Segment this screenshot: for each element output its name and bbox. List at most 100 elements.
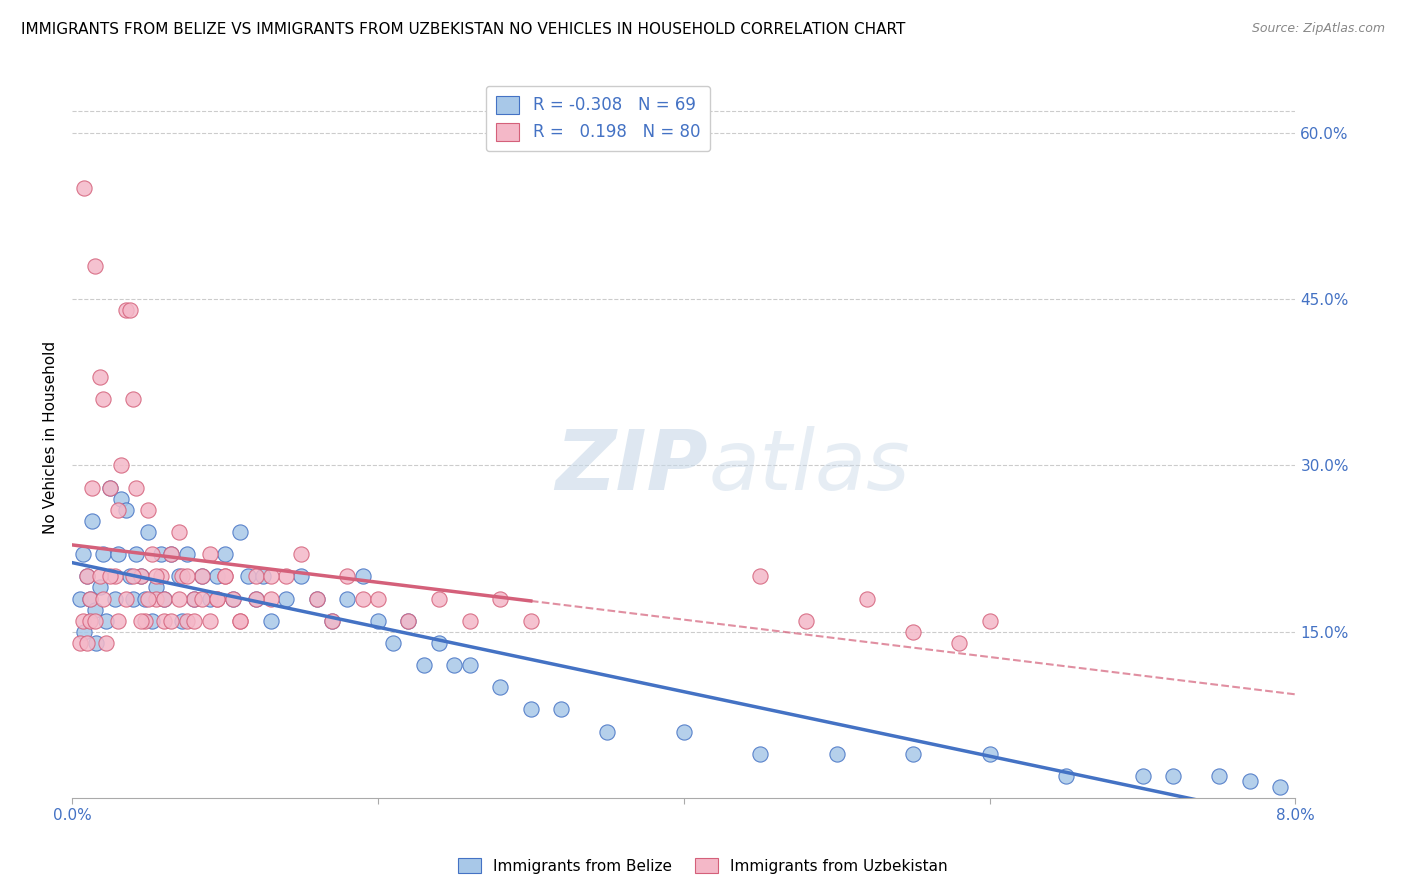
Point (260, 591, 283, 606)
Point (129, 569, 152, 583)
Point (825, 747, 848, 761)
Point (352, 591, 374, 606)
Point (138, 503, 160, 517)
Point (458, 614, 481, 628)
Point (596, 724, 619, 739)
Point (172, 614, 194, 628)
Point (321, 614, 343, 628)
Point (129, 569, 152, 583)
Text: Source: ZipAtlas.com: Source: ZipAtlas.com (1251, 22, 1385, 36)
Point (412, 658, 434, 673)
Point (1161, 769, 1184, 783)
Point (550, 702, 572, 716)
Point (305, 591, 328, 606)
Point (274, 569, 297, 583)
Point (191, 569, 214, 583)
Point (80, 481, 103, 495)
Y-axis label: No Vehicles in Household: No Vehicles in Household (44, 341, 58, 534)
Point (520, 614, 543, 628)
Point (76, 636, 98, 650)
Point (86, 636, 108, 650)
Point (979, 747, 1001, 761)
Point (91, 547, 114, 561)
Point (145, 591, 167, 606)
Point (336, 569, 359, 583)
Point (152, 614, 174, 628)
Point (252, 569, 274, 583)
Point (114, 303, 136, 318)
Point (89, 581, 111, 595)
Point (98, 481, 121, 495)
Point (76, 569, 98, 583)
Point (94, 636, 117, 650)
Point (260, 614, 283, 628)
Point (145, 569, 167, 583)
Point (321, 614, 343, 628)
Point (221, 591, 243, 606)
Point (167, 569, 190, 583)
Point (72, 614, 94, 628)
Text: ZIP: ZIP (555, 426, 709, 507)
Point (94, 614, 117, 628)
Point (107, 547, 129, 561)
Point (672, 724, 695, 739)
Point (198, 614, 221, 628)
Point (236, 569, 259, 583)
Point (107, 503, 129, 517)
Point (1132, 769, 1154, 783)
Point (207, 569, 229, 583)
Point (427, 636, 450, 650)
Point (72, 547, 94, 561)
Point (176, 569, 198, 583)
Point (125, 481, 148, 495)
Point (152, 591, 174, 606)
Point (98, 569, 121, 583)
Point (134, 614, 156, 628)
Point (152, 591, 174, 606)
Point (91, 392, 114, 406)
Text: IMMIGRANTS FROM BELIZE VS IMMIGRANTS FROM UZBEKISTAN NO VEHICLES IN HOUSEHOLD CO: IMMIGRANTS FROM BELIZE VS IMMIGRANTS FRO… (21, 22, 905, 37)
Point (207, 591, 229, 606)
Point (104, 569, 127, 583)
Point (107, 614, 129, 628)
Point (336, 591, 359, 606)
Legend: Immigrants from Belize, Immigrants from Uzbekistan: Immigrants from Belize, Immigrants from … (451, 852, 955, 880)
Point (145, 581, 167, 595)
Point (104, 591, 127, 606)
Point (749, 747, 772, 761)
Point (73, 181, 96, 195)
Point (79, 614, 101, 628)
Point (489, 680, 512, 694)
Point (274, 591, 297, 606)
Point (1239, 774, 1261, 789)
Point (352, 569, 374, 583)
Point (856, 591, 879, 606)
Point (290, 569, 312, 583)
Point (167, 524, 190, 539)
Point (138, 524, 160, 539)
Point (520, 702, 543, 716)
Point (160, 547, 183, 561)
Point (122, 392, 145, 406)
Legend: R = -0.308   N = 69, R =   0.198   N = 80: R = -0.308 N = 69, R = 0.198 N = 80 (486, 86, 710, 152)
Point (172, 569, 194, 583)
Point (141, 614, 163, 628)
Point (229, 524, 252, 539)
Point (290, 547, 312, 561)
Point (443, 658, 465, 673)
Point (458, 658, 481, 673)
Point (69, 636, 91, 650)
Point (69, 591, 91, 606)
Point (84, 614, 107, 628)
Point (427, 591, 450, 606)
Point (214, 569, 236, 583)
Point (84, 259, 107, 273)
Point (167, 591, 190, 606)
Point (948, 636, 970, 650)
Point (191, 569, 214, 583)
Point (149, 547, 172, 561)
Point (160, 614, 183, 628)
Point (76, 569, 98, 583)
Point (367, 591, 389, 606)
Point (120, 303, 142, 318)
